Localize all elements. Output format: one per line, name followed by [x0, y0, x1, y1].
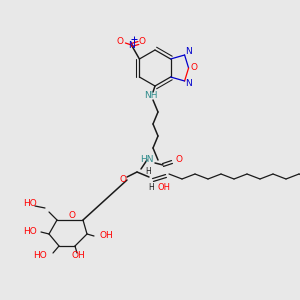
Text: H: H [148, 184, 154, 193]
Text: NH: NH [144, 91, 158, 100]
Text: HN: HN [140, 155, 154, 164]
Text: O: O [176, 155, 182, 164]
Text: OH: OH [99, 232, 113, 241]
Text: HO: HO [23, 200, 37, 208]
Text: N: N [185, 80, 192, 88]
Text: O: O [68, 211, 76, 220]
Text: HO: HO [23, 227, 37, 236]
Text: O: O [119, 176, 127, 184]
Text: N: N [185, 47, 192, 56]
Text: N: N [128, 40, 135, 50]
Text: OH: OH [158, 182, 171, 191]
Text: O: O [117, 37, 124, 46]
Text: O: O [190, 64, 197, 73]
Text: O: O [139, 37, 146, 46]
Text: OH: OH [71, 251, 85, 260]
Text: H: H [145, 167, 151, 176]
Text: HO: HO [33, 251, 47, 260]
